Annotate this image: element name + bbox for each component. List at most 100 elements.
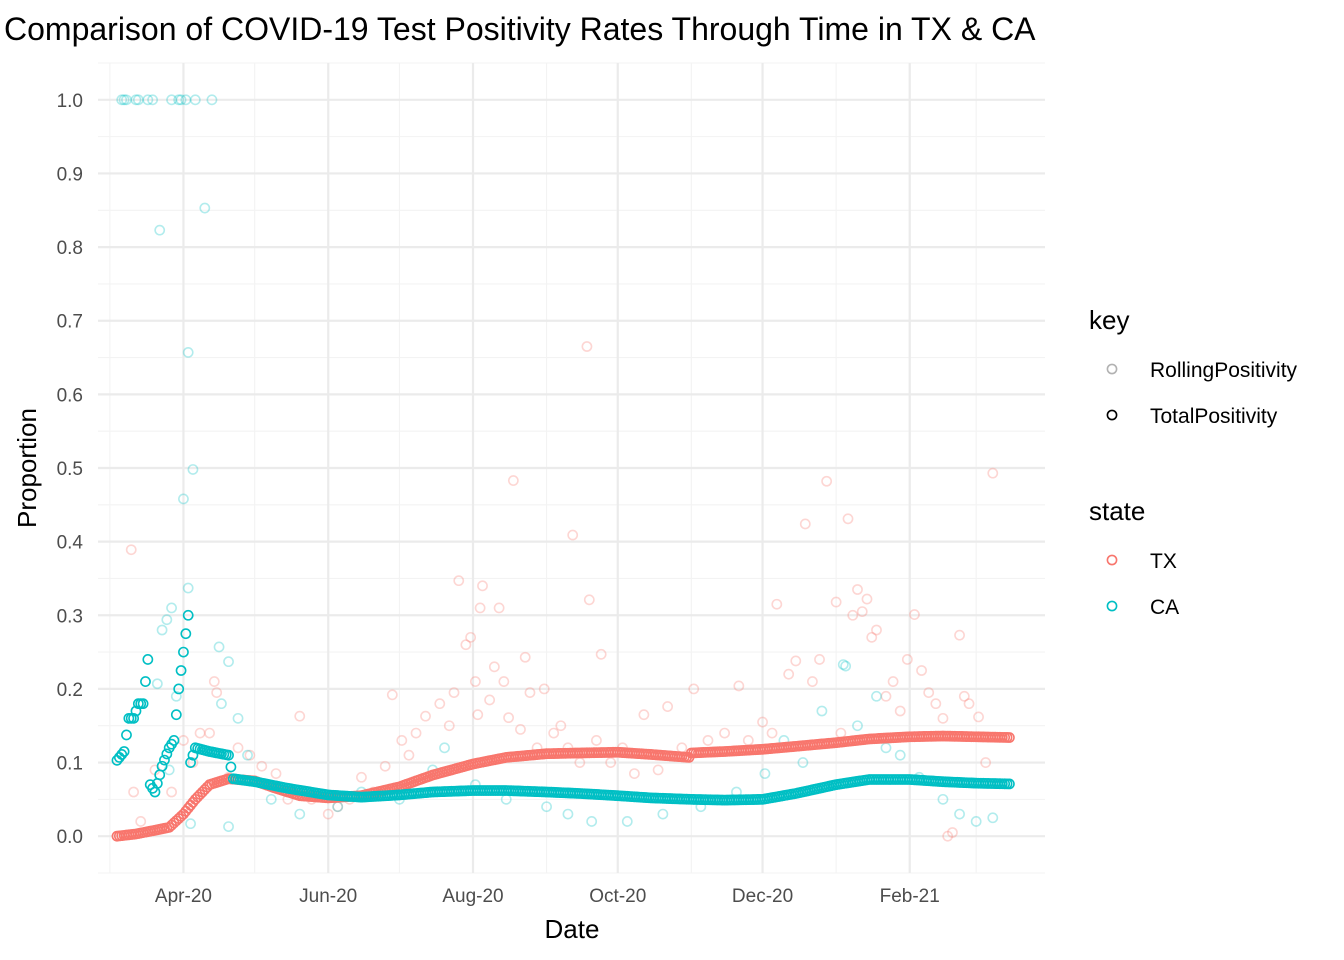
ca-totalpositivity-point (182, 609, 194, 621)
tx-rollingpositivity-point (356, 771, 367, 783)
tx-rollingpositivity-point (901, 654, 913, 665)
ca-totalpositivity-point (142, 654, 154, 665)
ca-rollingpositivity-point (121, 94, 132, 106)
legend-key (1106, 600, 1118, 612)
ca-totalpositivity-point (173, 683, 185, 695)
y-tick-label: 1.0 (57, 91, 83, 112)
tx-rollingpositivity-point (204, 727, 215, 739)
tx-rollingpositivity-point (909, 609, 920, 620)
tx-rollingpositivity-point (448, 687, 460, 698)
x-tick-label: Apr-20 (155, 886, 212, 907)
tx-rollingpositivity-point (799, 518, 811, 530)
tx-rollingpositivity-point (973, 711, 984, 723)
ca-rollingpositivity-point (178, 493, 189, 505)
tx-rollingpositivity-point (211, 687, 223, 698)
tx-rollingpositivity-point (548, 727, 560, 739)
ca-rollingpositivity-point (173, 94, 185, 106)
tx-rollingpositivity-point (125, 544, 137, 556)
ca-rollingpositivity-point (199, 202, 211, 214)
tx-rollingpositivity-point (629, 768, 640, 779)
ca-rollingpositivity-point (332, 801, 344, 813)
tx-rollingpositivity-point (166, 786, 177, 798)
y-tick-label: 0.3 (57, 606, 83, 627)
ca-rollingpositivity-point (837, 659, 849, 671)
ca-rollingpositivity-point (816, 705, 828, 717)
x-axis-title: Date (545, 914, 600, 944)
tx-rollingpositivity-point (595, 648, 607, 660)
ca-totalpositivity-point (121, 729, 132, 741)
ca-totalpositivity-point (168, 735, 180, 746)
grid (98, 62, 1045, 874)
y-axis-title: Proportion (12, 408, 42, 528)
ca-rollingpositivity-point (439, 742, 450, 754)
tx-rollingpositivity-point (591, 735, 602, 746)
ca-totalpositivity-point (225, 761, 237, 773)
ca-rollingpositivity-point (657, 808, 669, 820)
tx-rollingpositivity-point (980, 757, 992, 768)
legend-label: RollingPositivity (1150, 359, 1298, 382)
tx-rollingpositivity-point (403, 749, 415, 761)
ca-rollingpositivity-point (562, 808, 574, 820)
x-tick-label: Aug-20 (442, 886, 503, 907)
ca-rollingpositivity-point (151, 678, 163, 690)
tx-rollingpositivity-point (835, 727, 847, 739)
ca-rollingpositivity-point (213, 641, 225, 653)
tx-rollingpositivity-point (719, 727, 730, 739)
tx-rollingpositivity-point (208, 676, 220, 687)
y-tick-label: 0.4 (57, 533, 84, 554)
ca-totalpositivity-point (128, 712, 139, 724)
tx-rollingpositivity-point (688, 683, 700, 695)
legend-label: CA (1150, 596, 1179, 619)
tx-rollingpositivity-point (871, 624, 882, 636)
ca-rollingpositivity-point (142, 94, 154, 106)
legend: key RollingPositivity TotalPositivity state… (1089, 305, 1298, 619)
ca-totalpositivity-point (1004, 778, 1015, 790)
ca-totalpositivity-point (180, 628, 192, 640)
tx-totalpositivity-point (1004, 732, 1015, 743)
tx-rollingpositivity-point (861, 593, 873, 605)
ca-rollingpositivity-point (840, 660, 852, 672)
y-tick-label: 0.9 (57, 164, 83, 185)
tx-rollingpositivity-point (524, 687, 536, 698)
ca-totalpositivity-point (113, 751, 125, 763)
ca-rollingpositivity-point (954, 808, 965, 820)
y-tick-label: 0.2 (57, 680, 83, 701)
tx-rollingpositivity-point (294, 710, 306, 722)
ca-totalpositivity-point (178, 646, 189, 658)
ca-totalpositivity-point (118, 746, 130, 757)
ca-rollingpositivity-point (987, 812, 999, 824)
tx-rollingpositivity-point (880, 690, 892, 702)
ca-rollingpositivity-point (175, 94, 187, 106)
tx-rollingpositivity-point (766, 727, 778, 739)
x-tick-label: Oct-20 (589, 886, 646, 907)
ca-rollingpositivity-point (586, 816, 598, 827)
tx-rollingpositivity-point (135, 816, 147, 827)
chart-title: Comparison of COVID-19 Test Positivity R… (4, 11, 1036, 47)
tx-rollingpositivity-point (807, 676, 818, 687)
legend-label: TX (1150, 550, 1177, 573)
tx-rollingpositivity-point (379, 760, 391, 772)
ca-totalpositivity-point (130, 705, 142, 717)
ca-rollingpositivity-point (118, 94, 130, 106)
tx-rollingpositivity-point (477, 580, 488, 592)
tx-rollingpositivity-point (652, 764, 664, 776)
tx-rollingpositivity-point (581, 341, 593, 352)
tx-rollingpositivity-point (916, 665, 927, 676)
ca-totalpositivity-point (116, 749, 128, 760)
tx-totalpositivity-point (182, 802, 194, 814)
tx-rollingpositivity-point (396, 735, 408, 746)
tx-rollingpositivity-point (702, 735, 714, 746)
ca-rollingpositivity-point (621, 816, 633, 827)
ca-rollingpositivity-point (242, 749, 253, 761)
tx-rollingpositivity-point (852, 584, 863, 595)
legend-title: state (1089, 496, 1145, 526)
x-tick-label: Jun-20 (299, 886, 357, 907)
tx-rollingpositivity-point (937, 712, 949, 724)
tx-rollingpositivity-point (847, 609, 859, 621)
ca-rollingpositivity-point (132, 94, 144, 106)
legend-key (1106, 554, 1118, 566)
tx-rollingpositivity-point (507, 475, 519, 486)
tx-rollingpositivity-point (638, 709, 650, 721)
